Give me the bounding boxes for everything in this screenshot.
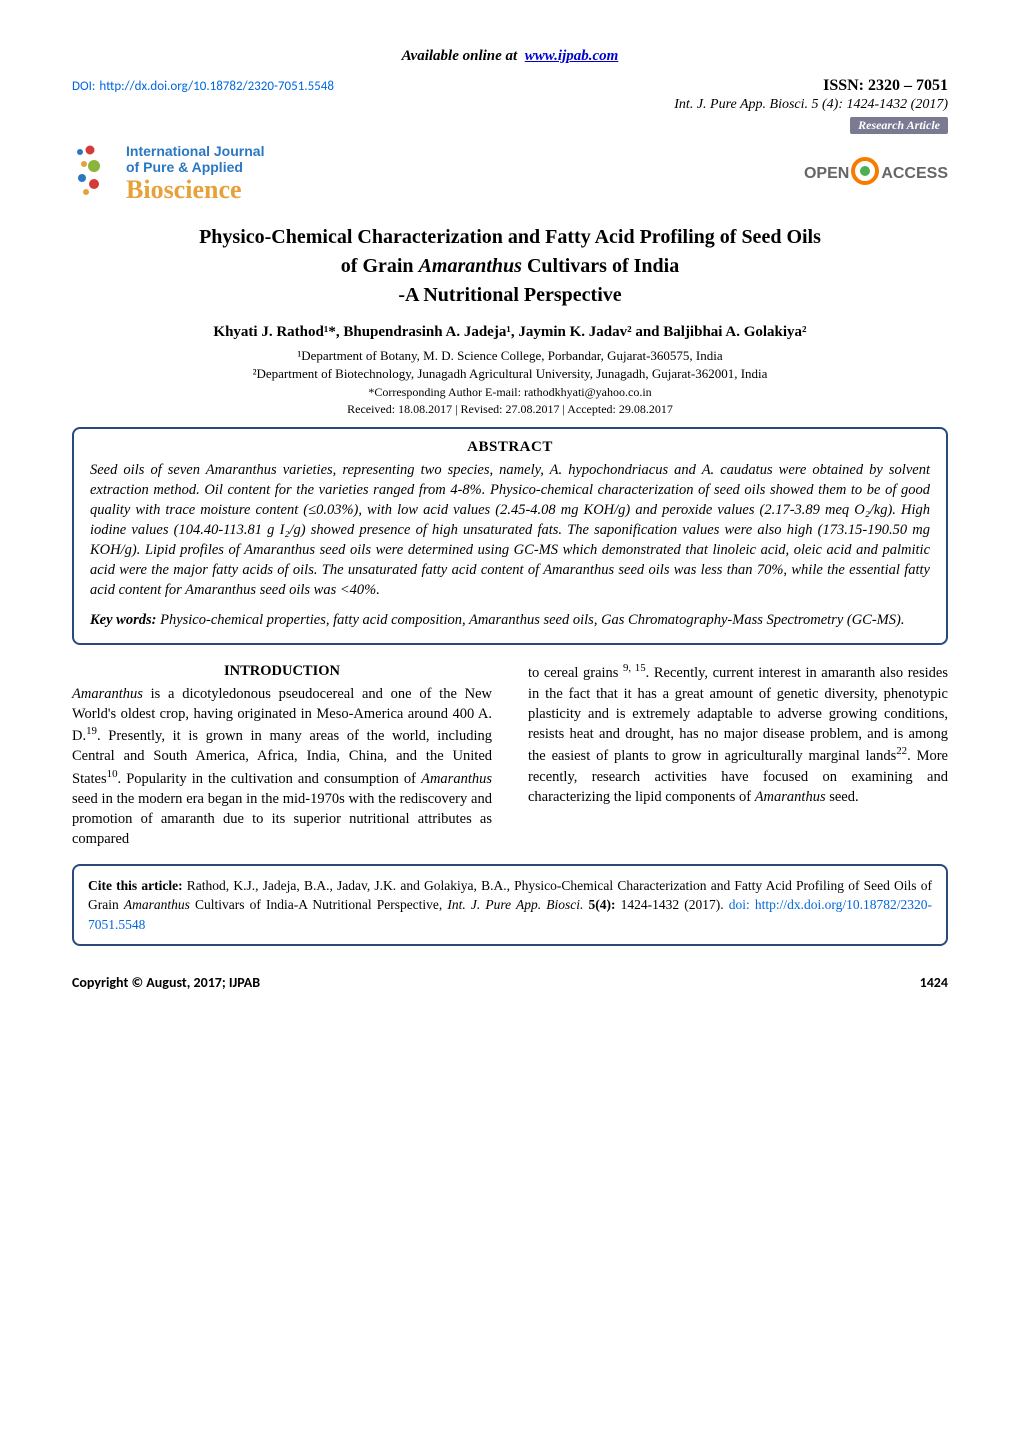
copyright-text: Copyright © August, 2017; IJPAB (72, 974, 260, 991)
article-dates: Received: 18.08.2017 | Revised: 27.08.20… (72, 402, 948, 417)
open-access-icon (851, 157, 879, 190)
journal-reference: Int. J. Pure App. Biosci. 5 (4): 1424-14… (674, 97, 948, 113)
title-line-2: of Grain Amaranthus Cultivars of India (72, 252, 948, 281)
keywords-label: Key words: (90, 612, 156, 628)
citation-box: Cite this article: Rathod, K.J., Jadeja,… (72, 864, 948, 947)
column-left: INTRODUCTION Amaranthus is a dicotyledon… (72, 661, 492, 849)
issn-label: ISSN: 2320 – 7051 (674, 77, 948, 95)
introduction-heading: INTRODUCTION (72, 661, 492, 681)
doi-value: http://dx.doi.org/10.18782/2320-7051.554… (99, 79, 334, 94)
abstract-body: Seed oils of seven Amaranthus varieties,… (90, 460, 930, 600)
abstract-heading: ABSTRACT (90, 439, 930, 456)
article-title: Physico-Chemical Characterization and Fa… (72, 223, 948, 310)
body-columns: INTRODUCTION Amaranthus is a dicotyledon… (72, 661, 948, 849)
issn-block: ISSN: 2320 – 7051 Int. J. Pure App. Bios… (674, 77, 948, 134)
doi-issn-row: DOI: http://dx.doi.org/10.18782/2320-705… (72, 77, 948, 134)
doi-prefix: DOI: (72, 79, 95, 94)
journal-url-link[interactable]: www.ijpab.com (525, 48, 619, 64)
abstract-box: ABSTRACT Seed oils of seven Amaranthus v… (72, 427, 948, 645)
column-left-text: Amaranthus is a dicotyledonous pseudocer… (72, 686, 492, 848)
cite-label: Cite this article: (88, 878, 183, 893)
title-line-1: Physico-Chemical Characterization and Fa… (72, 223, 948, 252)
keywords-text: Physico-chemical properties, fatty acid … (160, 612, 904, 628)
affiliations: ¹Department of Botany, M. D. Science Col… (72, 347, 948, 383)
column-right-text: to cereal grains 9, 15. Recently, curren… (528, 665, 948, 805)
open-access-badge: OPEN ACCESS (804, 157, 948, 190)
open-label: OPEN (804, 165, 849, 183)
access-label: ACCESS (881, 165, 948, 183)
page-footer: Copyright © August, 2017; IJPAB 1424 (72, 974, 948, 991)
journal-logo: International Journal of Pure & Applied … (72, 142, 264, 205)
logo-text: International Journal of Pure & Applied … (126, 143, 264, 205)
keywords-line: Key words: Physico-chemical properties, … (90, 612, 930, 629)
doi-block: DOI: http://dx.doi.org/10.18782/2320-705… (72, 77, 334, 95)
page-number: 1424 (920, 974, 948, 991)
corresponding-author: *Corresponding Author E-mail: rathodkhya… (72, 385, 948, 400)
title-line-3: -A Nutritional Perspective (72, 281, 948, 310)
citation-text: Rathod, K.J., Jadeja, B.A., Jadav, J.K. … (88, 878, 932, 932)
available-text: Available online at (402, 48, 518, 64)
authors-line: Khyati J. Rathod¹*, Bhupendrasinh A. Jad… (72, 324, 948, 341)
column-right: to cereal grains 9, 15. Recently, curren… (528, 661, 948, 849)
logo-line-3: Bioscience (126, 175, 264, 205)
affiliation-2: ²Department of Biotechnology, Junagadh A… (72, 365, 948, 383)
logo-access-row: International Journal of Pure & Applied … (72, 142, 948, 205)
logo-dots-icon (72, 142, 116, 205)
logo-line-2: of Pure & Applied (126, 159, 264, 175)
affiliation-1: ¹Department of Botany, M. D. Science Col… (72, 347, 948, 365)
research-article-badge: Research Article (850, 117, 948, 134)
available-online-line: Available online at www.ijpab.com (72, 48, 948, 65)
logo-line-1: International Journal (126, 143, 264, 159)
